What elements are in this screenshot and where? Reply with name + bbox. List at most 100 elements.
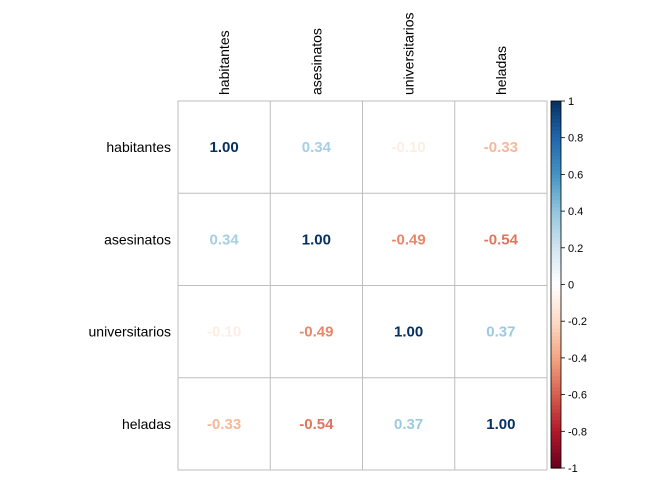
cell-value-heladas-asesinatos: -0.54	[299, 416, 334, 433]
colorbar-segment	[551, 244, 561, 249]
colorbar-segment	[551, 200, 561, 205]
colorbar-segment	[551, 423, 561, 429]
colorbar-segment	[551, 379, 561, 385]
colorbar-segment	[551, 174, 561, 179]
axis-labels: habitantes habitantes asesinatos asesinatos…	[89, 13, 509, 432]
colorbar-tick-label: -1	[568, 463, 578, 475]
colorbar-segment	[551, 339, 561, 344]
colorbar-segment	[551, 310, 561, 315]
row-label-heladas: heladas	[122, 416, 171, 432]
colorbar-segment	[551, 346, 561, 352]
colorbar-segment	[551, 119, 561, 124]
colorbar-segment	[551, 222, 561, 227]
colorbar-segment	[551, 159, 561, 164]
colorbar-segment	[551, 302, 561, 308]
colorbar-segment	[551, 255, 561, 260]
colorbar-segment	[551, 434, 561, 440]
colorbar-segment	[551, 126, 561, 131]
colorbar-segment	[551, 123, 561, 128]
colorbar-segment	[551, 376, 561, 381]
row-label-habitantes: habitantes	[106, 139, 171, 155]
colorbar-segment	[551, 137, 561, 142]
column-label-asesinatos: asesinatos	[308, 28, 324, 95]
colorbar-segment	[551, 152, 561, 157]
colorbar-segment	[551, 343, 561, 348]
colorbar-segment	[551, 203, 561, 209]
colorbar-segment	[551, 317, 561, 322]
colorbar-segment	[551, 251, 561, 256]
colorbar-segment	[551, 449, 561, 454]
colorbar-segment	[551, 288, 561, 293]
colorbar-segment	[551, 398, 561, 403]
colorbar-segment	[551, 427, 561, 432]
colorbar-segment	[551, 284, 561, 289]
colorbar-segment	[551, 115, 561, 120]
cell-value-asesinatos-universitarios: -0.49	[392, 231, 426, 248]
colorbar-segment	[551, 365, 561, 370]
colorbar-segment	[551, 357, 561, 363]
cell-value-habitantes-asesinatos: 0.34	[302, 139, 332, 156]
colorbar-segment	[551, 420, 561, 425]
colorbar-tick-label: 0	[568, 280, 574, 292]
colorbar-segment	[551, 383, 561, 388]
colorbar-segment	[551, 192, 561, 198]
colorbar-segment	[551, 225, 561, 231]
colorbar-segment	[551, 368, 561, 374]
colorbar-segment	[551, 335, 561, 341]
colorbar-segment	[551, 214, 561, 220]
colorbar-segment	[551, 321, 561, 326]
cell-value-habitantes-habitantes: 1.00	[210, 139, 239, 156]
colorbar-segment	[551, 350, 561, 355]
cell-value-heladas-universitarios: 0.37	[394, 416, 423, 433]
colorbar-segment	[551, 405, 561, 410]
colorbar-tick-label: -0.8	[568, 426, 587, 438]
colorbar-segment	[551, 328, 561, 333]
row-label-universitarios: universitarios	[89, 324, 171, 340]
column-label-habitantes: habitantes	[216, 30, 232, 95]
colorbar-segment	[551, 453, 561, 458]
cell-value-universitarios-universitarios: 1.00	[394, 324, 423, 341]
colorbar-segment	[551, 196, 561, 201]
cell-value-heladas-heladas: 1.00	[486, 416, 515, 433]
colorbar-segment	[551, 269, 561, 275]
colorbar-segment	[551, 291, 561, 297]
colorbar-segment	[551, 361, 561, 366]
column-label-heladas: heladas	[493, 46, 509, 95]
colorbar-segment	[551, 416, 561, 421]
colorbar-segment	[551, 104, 561, 109]
colorbar-tick-label: 1	[568, 96, 574, 108]
colorbar-segment	[551, 163, 561, 168]
colorbar-segment	[551, 211, 561, 216]
colorbar-segment	[551, 181, 561, 187]
colorbar-segment	[551, 387, 561, 392]
cell-value-asesinatos-heladas: -0.54	[484, 231, 519, 248]
colorbar-segment	[551, 394, 561, 399]
colorbar-segment	[551, 207, 561, 212]
colorbar-segment	[551, 324, 561, 330]
colorbar-segment	[551, 112, 561, 117]
colorbar-segment	[551, 332, 561, 337]
cell-value-asesinatos-asesinatos: 1.00	[302, 231, 331, 248]
colorbar-segment	[551, 401, 561, 407]
column-label-universitarios: universitarios	[401, 13, 417, 95]
colorbar-segment	[551, 460, 561, 465]
colorbar-segment	[551, 306, 561, 311]
colorbar-segment	[551, 170, 561, 175]
colorbar-segment	[551, 445, 561, 451]
matrix-cells: 1.00 0.34 -0.10 -0.33 0.34 1.00 -0.49 -0.54 -0.1…	[207, 139, 519, 433]
colorbar-segment	[551, 108, 561, 113]
colorbar-segment	[551, 134, 561, 139]
colorbar-tick-label: 0.8	[568, 133, 583, 145]
cell-value-universitarios-heladas: 0.37	[486, 324, 515, 341]
colorbar-segment	[551, 167, 561, 172]
matrix-grid	[177, 100, 548, 471]
colorbar-tick-label: 0.2	[568, 243, 583, 255]
colorbar-segment	[551, 456, 561, 462]
colorbar-segment	[551, 442, 561, 447]
colorbar-segment	[551, 145, 561, 150]
colorbar-segment	[551, 185, 561, 190]
colorbar-segment	[551, 313, 561, 319]
colorbar-segment	[551, 258, 561, 264]
colorbar-segment	[551, 277, 561, 282]
